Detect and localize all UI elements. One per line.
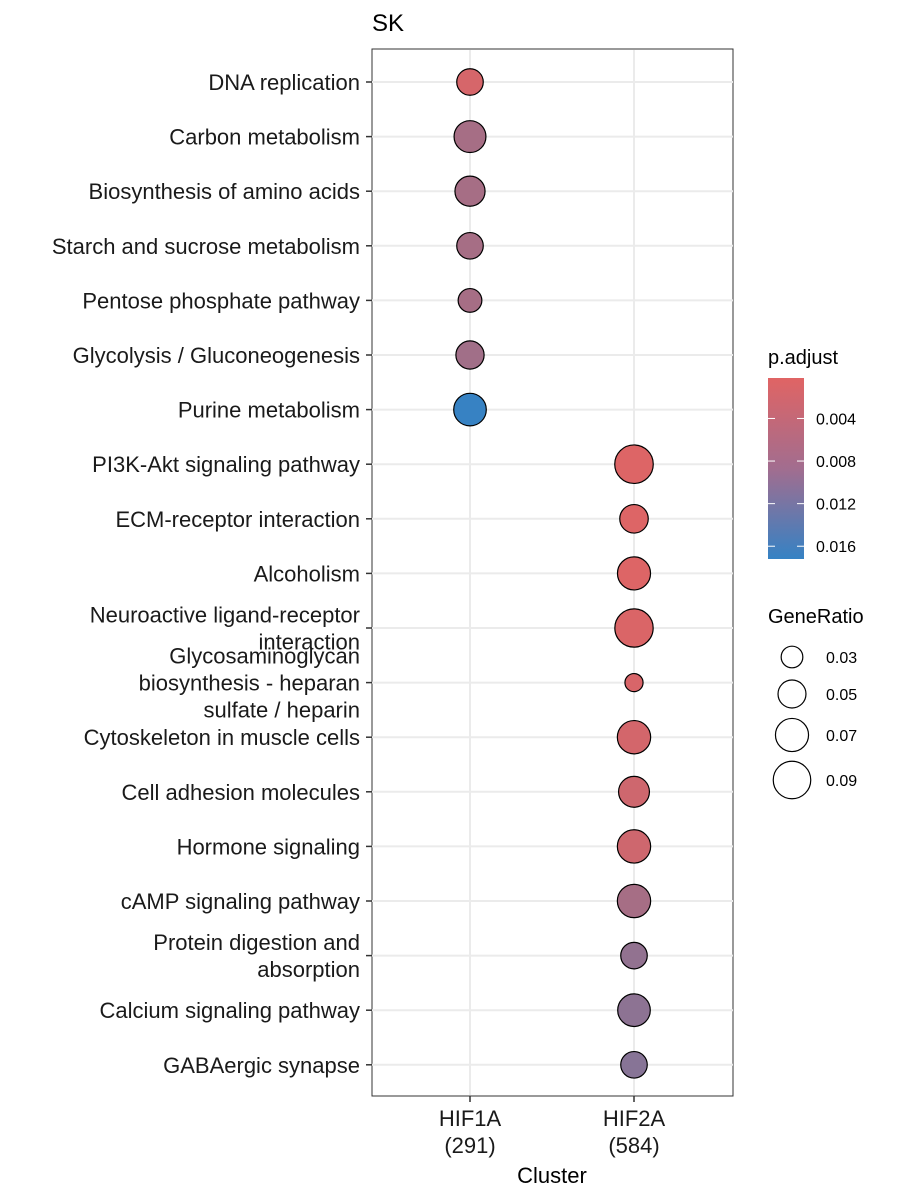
data-point: [616, 829, 652, 864]
y-tick-label: GABAergic synapse: [163, 1053, 360, 1078]
y-tick-label: Protein digestion and: [153, 930, 360, 955]
data-point: [616, 719, 652, 755]
data-point: [455, 340, 485, 370]
x-tick-label: HIF1A: [439, 1106, 502, 1131]
data-point: [617, 993, 651, 1028]
size-legend-key: [772, 760, 812, 800]
y-tick-label: Glycosaminoglycan: [169, 644, 360, 669]
y-tick-label: Alcoholism: [254, 561, 360, 586]
color-legend-label: 0.004: [816, 411, 856, 428]
data-point: [456, 231, 484, 260]
data-point: [454, 175, 486, 207]
y-tick-label: Calcium signaling pathway: [100, 998, 360, 1023]
data-point: [457, 287, 483, 313]
data-point: [620, 941, 648, 970]
y-tick-label: sulfate / heparin: [203, 698, 360, 723]
y-tick-label: ECM-receptor interaction: [115, 507, 360, 532]
y-tick-label: Carbon metabolism: [169, 125, 360, 150]
y-tick-label: Hormone signaling: [177, 834, 360, 859]
data-point: [614, 444, 654, 485]
color-legend-label: 0.008: [816, 454, 856, 471]
grid-lines: [372, 50, 733, 1095]
color-legend-label: 0.016: [816, 539, 856, 556]
y-tick-label: Cytoskeleton in muscle cells: [84, 725, 360, 750]
size-legend-key: [777, 679, 807, 709]
y-tick-label: Cell adhesion molecules: [122, 780, 360, 805]
y-tick-label: interaction: [258, 630, 360, 655]
chart-title: SK: [372, 10, 404, 37]
size-legend-key: [780, 645, 804, 669]
x-tick-count: (291): [444, 1133, 495, 1158]
color-legend-title: p.adjust: [768, 347, 838, 369]
data-point: [453, 392, 487, 427]
data-point: [619, 503, 649, 534]
color-legend: p.adjust 0.004 0.008 0.012 0.016: [768, 347, 856, 559]
y-tick-label: cAMP signaling pathway: [121, 889, 360, 914]
y-tick-label: DNA replication: [208, 70, 360, 95]
data-point: [624, 672, 644, 693]
x-tick-label: HIF2A: [603, 1106, 666, 1131]
y-tick-label: PI3K-Akt signaling pathway: [92, 452, 360, 477]
y-tick-label: absorption: [257, 957, 360, 982]
data-point: [616, 556, 652, 591]
y-tick-label: Pentose phosphate pathway: [82, 288, 360, 313]
data-point: [456, 68, 484, 96]
y-tick-label: Glycolysis / Gluconeogenesis: [73, 343, 360, 368]
color-legend-label: 0.012: [816, 497, 856, 514]
y-tick-label: Biosynthesis of amino acids: [89, 179, 360, 204]
size-legend-label: 0.09: [826, 773, 857, 790]
x-axis-title: Cluster: [517, 1163, 587, 1188]
y-tick-label: Starch and sucrose metabolism: [52, 234, 360, 259]
size-legend-label: 0.03: [826, 650, 857, 667]
size-legend-label: 0.05: [826, 687, 857, 704]
size-legend-title: GeneRatio: [768, 606, 864, 628]
y-tick-label: biosynthesis - heparan: [139, 671, 360, 696]
data-points: [453, 68, 654, 1079]
size-legend: GeneRatio 0.03 0.05 0.07 0.09: [768, 606, 864, 800]
x-axis: HIF1A(291) HIF2A(584): [439, 1096, 666, 1158]
y-tick-label: Neuroactive ligand-receptor: [90, 603, 360, 628]
x-tick-count: (584): [608, 1133, 659, 1158]
size-legend-key: [774, 717, 810, 753]
size-legend-label: 0.07: [826, 728, 857, 745]
data-point: [614, 608, 654, 648]
y-axis: DNA replication Carbon metabolism Biosynth…: [52, 70, 372, 1078]
y-tick-label: Purine metabolism: [178, 398, 360, 423]
data-point: [616, 883, 652, 919]
data-point: [620, 1050, 648, 1079]
color-bar: [768, 378, 804, 559]
data-point: [453, 120, 487, 154]
data-point: [617, 775, 651, 808]
